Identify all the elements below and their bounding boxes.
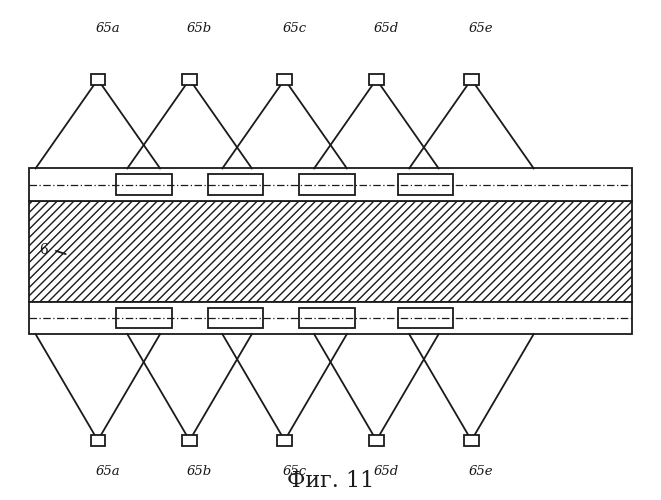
Text: 65c: 65c — [282, 465, 307, 478]
Bar — [29, 168, 632, 200]
Bar — [299, 174, 355, 195]
Text: 65a: 65a — [95, 22, 120, 35]
Bar — [29, 200, 632, 302]
Bar — [29, 302, 632, 334]
Bar — [278, 435, 292, 446]
Bar — [116, 174, 172, 195]
Text: 65b: 65b — [187, 22, 212, 35]
Bar — [208, 308, 263, 328]
Bar — [398, 174, 453, 195]
Text: 65e: 65e — [469, 22, 494, 35]
Text: 65a: 65a — [95, 465, 120, 478]
Bar — [182, 74, 197, 85]
Bar — [299, 308, 355, 328]
Bar — [29, 200, 632, 302]
Bar — [464, 74, 479, 85]
Text: 65e: 65e — [469, 465, 494, 478]
Bar — [278, 74, 292, 85]
Text: 65d: 65d — [373, 22, 399, 35]
Bar — [369, 74, 383, 85]
Bar — [116, 308, 172, 328]
Text: 65c: 65c — [282, 22, 307, 35]
Bar — [91, 435, 105, 446]
Bar — [91, 74, 105, 85]
Bar — [464, 435, 479, 446]
Text: Фиг. 11: Фиг. 11 — [287, 470, 374, 492]
Bar — [369, 435, 383, 446]
Text: 6: 6 — [39, 243, 48, 257]
Text: 65b: 65b — [187, 465, 212, 478]
Bar — [182, 435, 197, 446]
Bar — [398, 308, 453, 328]
Bar — [208, 174, 263, 195]
Text: 65d: 65d — [373, 465, 399, 478]
